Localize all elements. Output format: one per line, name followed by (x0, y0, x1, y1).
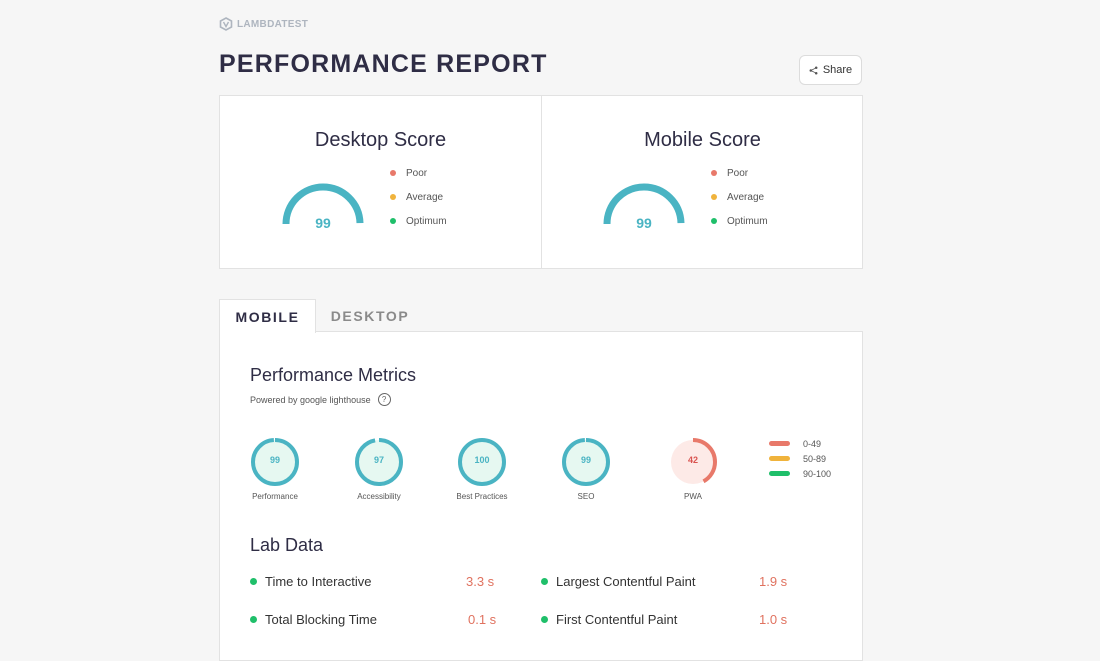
metric-value: 97 (373, 455, 384, 465)
range-poor: 0-49 (769, 436, 831, 451)
metric-gauge (251, 438, 299, 486)
metric-best-practices: 100 Best Practices (437, 436, 527, 508)
desktop-score-legend: Poor Average Optimum (390, 167, 447, 227)
tab-desktop[interactable]: DESKTOP (330, 307, 410, 324)
lab-label: Total Blocking Time (265, 612, 377, 627)
optimum-dot-icon (390, 218, 396, 224)
metric-value: 99 (580, 455, 591, 465)
legend-average-label: Average (727, 191, 765, 203)
desktop-score-title: Desktop Score (314, 129, 447, 151)
range-legend: 0-49 50-89 90-100 (769, 436, 831, 481)
metric-label: Accessibility (357, 492, 401, 501)
metric-label: Performance (252, 492, 298, 501)
metric-pwa: 42 PWA (648, 436, 738, 508)
mobile-score-gauge (603, 183, 685, 225)
legend-average: Average (711, 191, 768, 203)
lab-value: 3.3 s (466, 574, 495, 589)
lab-row: Time to Interactive (250, 574, 371, 589)
status-dot-icon (541, 578, 548, 585)
legend-average: Average (390, 191, 447, 203)
poor-bar-icon (769, 441, 790, 446)
desktop-score-gauge (282, 183, 364, 225)
metric-accessibility: 97 Accessibility (334, 436, 424, 508)
powered-by-text: Powered by google lighthouse (250, 394, 371, 405)
legend-poor: Poor (390, 167, 447, 179)
score-card: Desktop Score 99 Poor Average Optimum Mo… (219, 95, 863, 269)
metric-arc (355, 438, 403, 486)
metric-seo: 99 SEO (541, 436, 631, 508)
lab-row: First Contentful Paint (541, 612, 677, 627)
mobile-score-value: 99 (636, 215, 652, 231)
performance-metrics-title: Performance Metrics (250, 365, 417, 385)
legend-poor-label: Poor (727, 167, 749, 179)
range-optimum: 90-100 (769, 466, 831, 481)
share-icon (809, 66, 818, 74)
average-dot-icon (390, 194, 396, 200)
lab-label: Time to Interactive (265, 574, 372, 589)
poor-dot-icon (390, 170, 396, 176)
tab-mobile[interactable]: MOBILE (219, 299, 316, 333)
status-dot-icon (250, 616, 257, 623)
metric-value: 100 (474, 455, 490, 465)
lambdatest-logo[interactable]: LAMBDATEST (219, 17, 308, 31)
lab-label: First Contentful Paint (556, 612, 678, 627)
metric-label: SEO (577, 492, 595, 501)
desktop-score-value: 99 (315, 215, 331, 231)
status-dot-icon (541, 616, 548, 623)
average-dot-icon (711, 194, 717, 200)
metric-gauge (458, 438, 506, 486)
metric-gauge (355, 438, 403, 486)
powered-by: Powered by google lighthouse ? (250, 393, 391, 406)
share-label: Share (822, 64, 853, 76)
range-average-label: 50-89 (803, 453, 827, 464)
metric-value: 99 (269, 455, 280, 465)
legend-optimum-label: Optimum (727, 215, 768, 227)
legend-optimum-label: Optimum (406, 215, 447, 227)
logo-text: LAMBDATEST (237, 18, 309, 30)
metric-value: 42 (687, 455, 698, 465)
lab-row: Total Blocking Time (250, 612, 377, 627)
metric-label: Best Practices (456, 492, 508, 501)
optimum-dot-icon (711, 218, 717, 224)
legend-poor-label: Poor (406, 167, 428, 179)
report-panel: Performance Metrics Powered by google li… (219, 331, 863, 661)
lab-data-title: Lab Data (250, 535, 324, 555)
metric-gauge (669, 438, 717, 486)
mobile-score-title: Mobile Score (644, 129, 761, 151)
metric-performance: 99 Performance (230, 436, 320, 508)
lab-value: 1.0 s (759, 612, 788, 627)
range-poor-label: 0-49 (803, 438, 822, 449)
score-divider (541, 96, 542, 268)
share-button[interactable]: Share (799, 55, 862, 85)
average-bar-icon (769, 456, 790, 461)
lambdatest-logo-icon (219, 17, 233, 31)
metric-arc (669, 438, 717, 486)
range-average: 50-89 (769, 451, 831, 466)
optimum-bar-icon (769, 471, 790, 476)
mobile-score-legend: Poor Average Optimum (711, 167, 768, 227)
legend-average-label: Average (406, 191, 444, 203)
range-optimum-label: 90-100 (803, 468, 832, 479)
metric-arc (458, 438, 506, 486)
metric-label: PWA (684, 492, 702, 501)
metric-arc (562, 438, 610, 486)
lab-value: 1.9 s (759, 574, 788, 589)
metric-arc (251, 438, 299, 486)
lab-row: Largest Contentful Paint (541, 574, 695, 589)
question-circle-icon[interactable]: ? (377, 393, 391, 406)
legend-optimum: Optimum (711, 215, 768, 227)
page-title: PERFORMANCE REPORT (219, 50, 548, 78)
metric-gauge (562, 438, 610, 486)
lab-value: 0.1 s (468, 612, 497, 627)
legend-optimum: Optimum (390, 215, 447, 227)
status-dot-icon (250, 578, 257, 585)
poor-dot-icon (711, 170, 717, 176)
lab-label: Largest Contentful Paint (556, 574, 696, 589)
legend-poor: Poor (711, 167, 768, 179)
